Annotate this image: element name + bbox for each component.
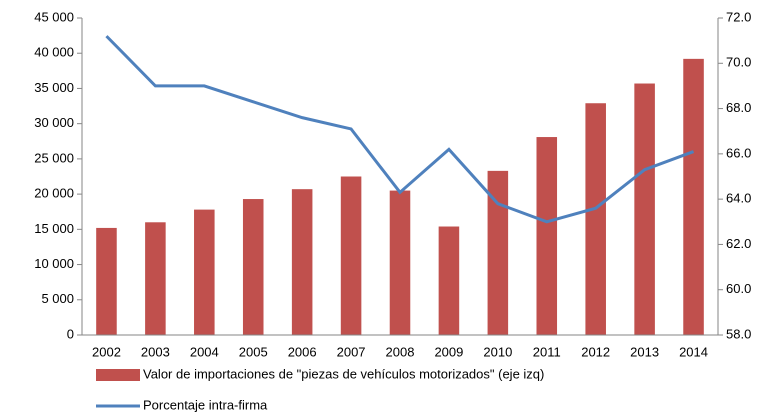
y-tick-label: 30 000 bbox=[34, 115, 74, 130]
legend-label: Valor de importaciones de "piezas de veh… bbox=[143, 366, 544, 381]
y-tick-label: 5 000 bbox=[41, 291, 74, 306]
x-tick-label: 2007 bbox=[337, 344, 366, 359]
x-tick-label: 2004 bbox=[190, 344, 219, 359]
line bbox=[105, 35, 695, 224]
x-tick-label: 2002 bbox=[92, 344, 121, 359]
bar bbox=[340, 176, 362, 335]
x-tick-label: 2003 bbox=[141, 344, 170, 359]
y-tick-label: 15 000 bbox=[34, 221, 74, 236]
y2-tick-label: 64.0 bbox=[726, 191, 751, 206]
bar bbox=[145, 222, 166, 335]
bar bbox=[389, 190, 411, 335]
y2-tick-label: 58.0 bbox=[726, 326, 751, 341]
y-tick-label: 40 000 bbox=[34, 45, 74, 60]
y-tick-label: 0 bbox=[67, 326, 74, 341]
bar bbox=[242, 199, 264, 335]
x-tick-label: 2011 bbox=[533, 344, 561, 359]
bar bbox=[683, 58, 704, 335]
x-tick-label: 2014 bbox=[679, 344, 708, 359]
legend-label: Porcentaje intra-firma bbox=[143, 397, 268, 412]
y2-tick-label: 62.0 bbox=[726, 236, 751, 251]
y2-tick-label: 66.0 bbox=[726, 145, 751, 160]
bar bbox=[536, 137, 558, 335]
bar bbox=[438, 226, 460, 335]
y2-tick-label: 60.0 bbox=[726, 281, 751, 296]
x-tick-label: 2009 bbox=[434, 344, 463, 359]
bar bbox=[194, 209, 215, 335]
x-tick-label: 2008 bbox=[386, 344, 415, 359]
x-tick-label: 2006 bbox=[288, 344, 317, 359]
y2-tick-label: 70.0 bbox=[726, 55, 751, 70]
y2-tick-label: 68.0 bbox=[726, 100, 751, 115]
bar bbox=[487, 170, 509, 335]
x-tick-label: 2012 bbox=[581, 344, 610, 359]
y-tick-label: 25 000 bbox=[34, 150, 74, 165]
x-tick-label: 2010 bbox=[483, 344, 512, 359]
y-tick-label: 10 000 bbox=[34, 256, 74, 271]
bar bbox=[291, 189, 313, 335]
y-tick-label: 35 000 bbox=[34, 80, 74, 95]
bar bbox=[634, 83, 655, 335]
x-tick-label: 2005 bbox=[239, 344, 268, 359]
x-tick-label: 2013 bbox=[630, 344, 659, 359]
bar bbox=[96, 227, 117, 335]
y-tick-label: 20 000 bbox=[34, 186, 74, 201]
y-tick-label: 45 000 bbox=[34, 9, 74, 24]
bar bbox=[585, 103, 606, 335]
y2-tick-label: 72.0 bbox=[726, 9, 751, 24]
legend-swatch bbox=[96, 369, 140, 381]
